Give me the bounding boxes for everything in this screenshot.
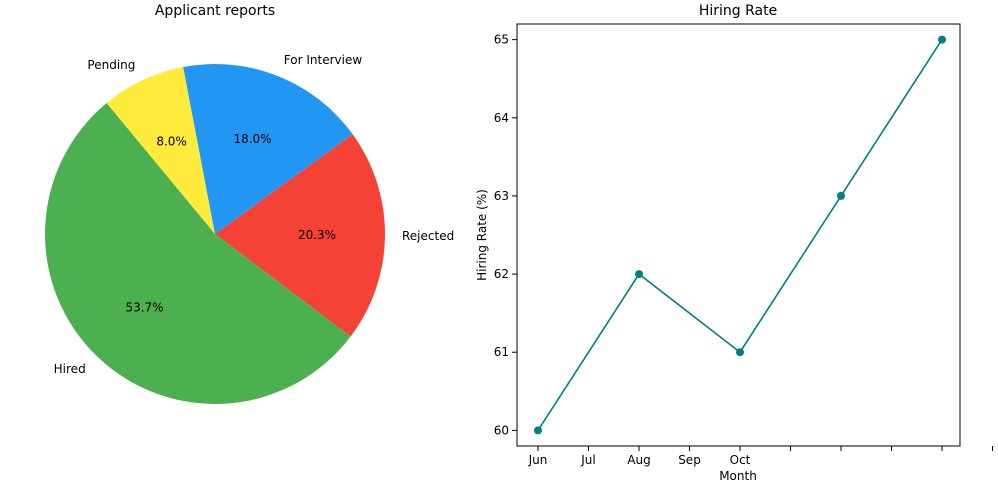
line-chart-title: Hiring Rate — [699, 3, 777, 19]
x-tick-label: Jul — [580, 453, 595, 467]
y-tick-label: 60 — [494, 423, 509, 437]
pie-pct-label: 18.0% — [233, 132, 271, 146]
x-tick-label: Aug — [627, 453, 650, 467]
x-axis-label: Month — [719, 469, 757, 483]
pie-pct-label: 53.7% — [125, 301, 163, 315]
y-tick-label: 61 — [494, 345, 509, 359]
pie-slice-for-interview — [183, 64, 353, 234]
pie-pct-label: 20.3% — [298, 228, 336, 242]
x-tick-label: Jun — [528, 453, 548, 467]
pie-slice-pending — [106, 67, 215, 234]
plot-area-frame — [516, 23, 961, 447]
pie-category-label: Rejected — [402, 229, 454, 243]
hiring-rate-point — [635, 270, 643, 279]
pie-slice-hired — [45, 103, 351, 404]
hiring-rate-point — [837, 191, 845, 200]
pie-chart: Applicant reports 20.3% Rejected 53.7% Hire… — [45, 3, 454, 404]
y-tick-label: 62 — [494, 267, 509, 281]
hiring-rate-point — [938, 35, 946, 44]
pie-labels: 20.3% Rejected 53.7% Hired 8.0% Pending 18.0% F… — [54, 53, 455, 376]
pie-pct-label: 8.0% — [156, 135, 187, 149]
hiring-rate-point — [534, 426, 542, 435]
pie-category-label: Hired — [54, 362, 86, 376]
y-axis-label: Hiring Rate (%) — [475, 189, 489, 281]
hiring-rate-line — [537, 39, 943, 431]
pie-category-label: For Interview — [284, 53, 363, 67]
line-chart: Hiring Rate 60 61 62 63 64 65 Jun Jul Aug Sep Oct… — [475, 3, 993, 483]
x-tick-label: Sep — [678, 453, 701, 467]
pie-slices — [45, 64, 386, 404]
pie-category-label: Pending — [87, 58, 135, 72]
hiring-rate-point — [736, 348, 744, 357]
y-tick-label: 64 — [494, 111, 509, 125]
hiring-rate-series — [534, 35, 946, 435]
x-axis-ticks: Jun Jul Aug Sep Oct — [528, 446, 993, 467]
x-tick-label: Oct — [730, 453, 751, 467]
pie-slice-rejected — [215, 134, 386, 337]
y-axis-ticks: 60 61 62 63 64 65 — [494, 33, 517, 437]
pie-chart-title: Applicant reports — [155, 3, 275, 19]
y-tick-label: 65 — [494, 33, 509, 47]
y-tick-label: 63 — [494, 189, 509, 203]
